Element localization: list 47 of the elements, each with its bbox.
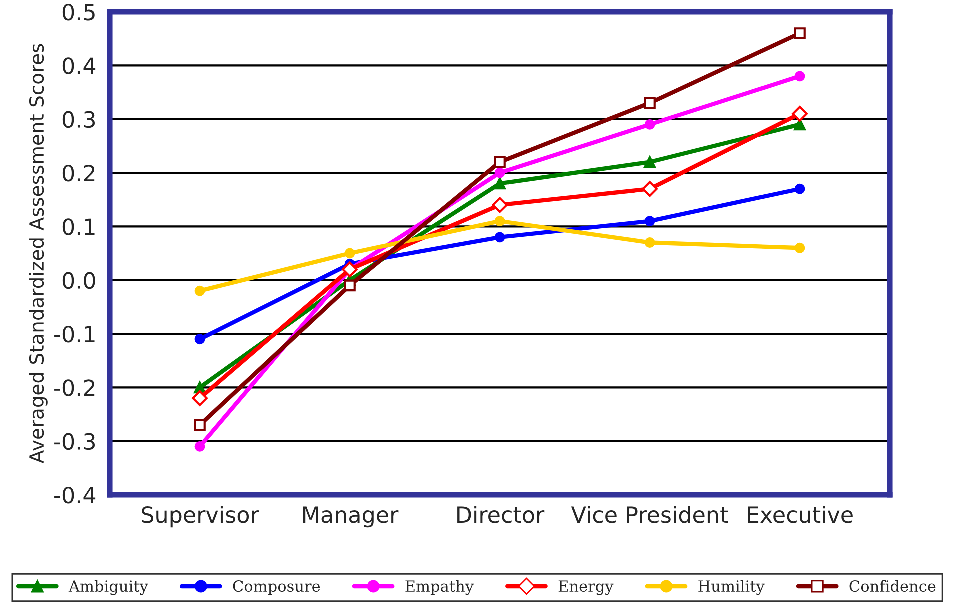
point: [494, 232, 506, 243]
point: [494, 168, 506, 178]
y-tick-label: -0.2: [54, 380, 95, 396]
point: [344, 248, 356, 259]
x-tick-label: Director: [458, 506, 545, 524]
point: [644, 216, 656, 227]
y-tick-label: -0.3: [54, 433, 96, 450]
legend-label: Confidence: [850, 580, 936, 592]
point: [194, 334, 206, 345]
legend-label: Ambiguity: [68, 580, 148, 596]
y-tick-label: -0.4: [54, 486, 96, 504]
point: [644, 156, 656, 168]
y-tick-label: -0.1: [54, 326, 95, 343]
point: [344, 280, 356, 292]
x-tick-label: Vice President: [571, 506, 728, 524]
point: [794, 71, 806, 82]
point: [792, 106, 808, 122]
point: [644, 238, 656, 248]
y-tick-label: 0.1: [62, 218, 95, 236]
point: [194, 419, 206, 432]
point: [194, 286, 206, 296]
x-tick-label: Manager: [303, 506, 399, 528]
legend-label: Composure: [233, 580, 320, 596]
y-tick-label: 0.3: [62, 111, 96, 128]
point: [794, 242, 806, 254]
y-axis-title: Averaged Standardized Assessment Scores: [29, 44, 48, 464]
legend-label: Energy: [558, 580, 614, 596]
point: [494, 178, 506, 190]
point: [342, 262, 358, 278]
point: [494, 156, 506, 168]
y-tick-label: 0.5: [62, 4, 95, 21]
legend-label: Empathy: [406, 580, 474, 596]
x-tick-label: Executive: [748, 506, 853, 524]
point: [794, 28, 806, 40]
point: [494, 216, 506, 227]
y-tick-label: 0.4: [62, 58, 96, 74]
point: [192, 390, 208, 406]
point: [794, 184, 806, 194]
point: [644, 97, 656, 110]
point: [194, 441, 206, 452]
point: [644, 119, 656, 130]
legend-label: Humility: [698, 580, 765, 596]
x-tick-label: Supervisor: [142, 506, 260, 528]
y-tick-label: 0.0: [62, 272, 96, 290]
y-tick-label: 0.2: [62, 164, 95, 182]
point: [642, 181, 658, 198]
point: [492, 197, 508, 214]
